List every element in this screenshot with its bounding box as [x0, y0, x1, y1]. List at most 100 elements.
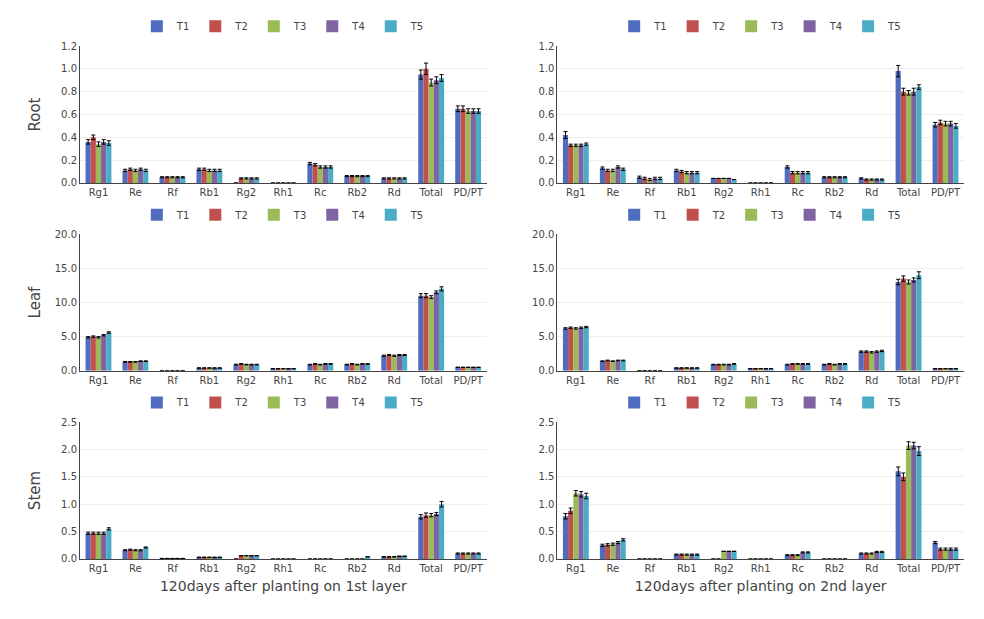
- svg-text:20.0: 20.0: [532, 229, 554, 240]
- svg-text:T5: T5: [410, 21, 423, 32]
- svg-text:Rd: Rd: [388, 563, 401, 574]
- svg-text:Rf: Rf: [645, 563, 656, 574]
- svg-text:Rg1: Rg1: [566, 187, 586, 198]
- svg-text:Rb1: Rb1: [200, 187, 220, 198]
- svg-text:T5: T5: [410, 210, 423, 221]
- svg-text:T1: T1: [653, 397, 666, 408]
- svg-text:Rb1: Rb1: [200, 563, 220, 574]
- svg-text:Rh1: Rh1: [751, 563, 771, 574]
- svg-text:Re: Re: [606, 187, 619, 198]
- svg-text:2.0: 2.0: [538, 444, 554, 455]
- svg-text:Rb2: Rb2: [825, 375, 845, 386]
- svg-text:T5: T5: [410, 397, 423, 408]
- svg-text:Rg2: Rg2: [237, 563, 257, 574]
- svg-text:T5: T5: [887, 210, 900, 221]
- svg-text:Rf: Rf: [645, 187, 656, 198]
- svg-text:Rg1: Rg1: [89, 375, 109, 386]
- svg-text:PD/PT: PD/PT: [931, 375, 961, 386]
- svg-text:0.4: 0.4: [61, 132, 77, 143]
- svg-text:Rc: Rc: [314, 187, 326, 198]
- svg-text:PD/PT: PD/PT: [454, 563, 484, 574]
- svg-text:Rg1: Rg1: [566, 375, 586, 386]
- svg-text:2.5: 2.5: [61, 417, 77, 428]
- svg-text:Rg1: Rg1: [89, 187, 109, 198]
- svg-text:T1: T1: [653, 210, 666, 221]
- svg-text:T2: T2: [234, 21, 247, 32]
- svg-text:Rg1: Rg1: [89, 563, 109, 574]
- svg-text:1.0: 1.0: [61, 499, 77, 510]
- svg-text:Rd: Rd: [865, 375, 878, 386]
- svg-text:Total: Total: [419, 563, 443, 574]
- svg-text:2.0: 2.0: [61, 444, 77, 455]
- svg-text:Rb2: Rb2: [825, 563, 845, 574]
- svg-text:Rc: Rc: [791, 563, 803, 574]
- svg-text:Rb1: Rb1: [677, 187, 697, 198]
- svg-text:T2: T2: [234, 210, 247, 221]
- svg-text:0.0: 0.0: [538, 365, 554, 376]
- svg-text:T1: T1: [176, 397, 189, 408]
- svg-text:2.5: 2.5: [538, 417, 554, 428]
- svg-text:T3: T3: [293, 21, 306, 32]
- svg-text:0.0: 0.0: [61, 553, 77, 564]
- svg-text:Rb2: Rb2: [347, 375, 367, 386]
- svg-text:Rd: Rd: [865, 187, 878, 198]
- svg-text:Stem: Stem: [26, 471, 44, 510]
- svg-text:Rc: Rc: [314, 563, 326, 574]
- svg-text:T2: T2: [712, 21, 725, 32]
- svg-text:T5: T5: [887, 397, 900, 408]
- svg-text:PD/PT: PD/PT: [454, 187, 484, 198]
- svg-text:T2: T2: [712, 397, 725, 408]
- svg-text:Rf: Rf: [167, 375, 178, 386]
- svg-text:PD/PT: PD/PT: [931, 563, 961, 574]
- svg-text:Leaf: Leaf: [26, 286, 44, 319]
- svg-text:Rc: Rc: [791, 375, 803, 386]
- svg-text:Rc: Rc: [314, 375, 326, 386]
- svg-text:T4: T4: [829, 21, 842, 32]
- svg-text:Total: Total: [896, 187, 920, 198]
- svg-text:Total: Total: [896, 563, 920, 574]
- svg-text:0.4: 0.4: [538, 132, 554, 143]
- svg-text:Rh1: Rh1: [273, 563, 293, 574]
- svg-text:Rh1: Rh1: [273, 187, 293, 198]
- svg-text:T1: T1: [653, 21, 666, 32]
- svg-text:10.0: 10.0: [532, 297, 554, 308]
- svg-text:1.5: 1.5: [61, 471, 77, 482]
- svg-text:T2: T2: [712, 210, 725, 221]
- svg-text:5.0: 5.0: [538, 331, 554, 342]
- svg-text:0.0: 0.0: [538, 177, 554, 188]
- svg-text:1.0: 1.0: [538, 63, 554, 74]
- svg-text:T3: T3: [770, 397, 783, 408]
- svg-text:Rd: Rd: [388, 187, 401, 198]
- svg-text:T3: T3: [770, 21, 783, 32]
- svg-text:T4: T4: [829, 397, 842, 408]
- svg-text:Rg2: Rg2: [714, 375, 734, 386]
- svg-text:0.8: 0.8: [61, 86, 77, 97]
- svg-text:Rg1: Rg1: [566, 563, 586, 574]
- svg-text:Rh1: Rh1: [273, 375, 293, 386]
- svg-text:T4: T4: [829, 210, 842, 221]
- svg-text:Total: Total: [419, 187, 443, 198]
- svg-text:Rd: Rd: [388, 375, 401, 386]
- svg-text:Rg2: Rg2: [237, 375, 257, 386]
- svg-text:Total: Total: [896, 375, 920, 386]
- svg-text:Re: Re: [606, 563, 619, 574]
- svg-text:0.5: 0.5: [538, 526, 554, 537]
- svg-text:20.0: 20.0: [55, 229, 77, 240]
- svg-text:Rf: Rf: [167, 187, 178, 198]
- svg-text:T4: T4: [351, 397, 364, 408]
- svg-text:T3: T3: [293, 210, 306, 221]
- svg-text:Rf: Rf: [167, 563, 178, 574]
- svg-text:Rb1: Rb1: [677, 563, 697, 574]
- svg-text:15.0: 15.0: [55, 263, 77, 274]
- svg-text:Rb2: Rb2: [825, 187, 845, 198]
- svg-text:PD/PT: PD/PT: [931, 187, 961, 198]
- svg-text:0.6: 0.6: [61, 109, 77, 120]
- svg-text:120days after planting on 2nd: 120days after planting on 2nd layer: [635, 578, 887, 594]
- svg-text:Rg2: Rg2: [237, 187, 257, 198]
- svg-text:1.0: 1.0: [61, 63, 77, 74]
- svg-text:Rb2: Rb2: [347, 563, 367, 574]
- svg-text:Rb1: Rb1: [200, 375, 220, 386]
- svg-text:Re: Re: [129, 375, 142, 386]
- svg-text:1.2: 1.2: [61, 41, 77, 52]
- svg-text:Re: Re: [129, 563, 142, 574]
